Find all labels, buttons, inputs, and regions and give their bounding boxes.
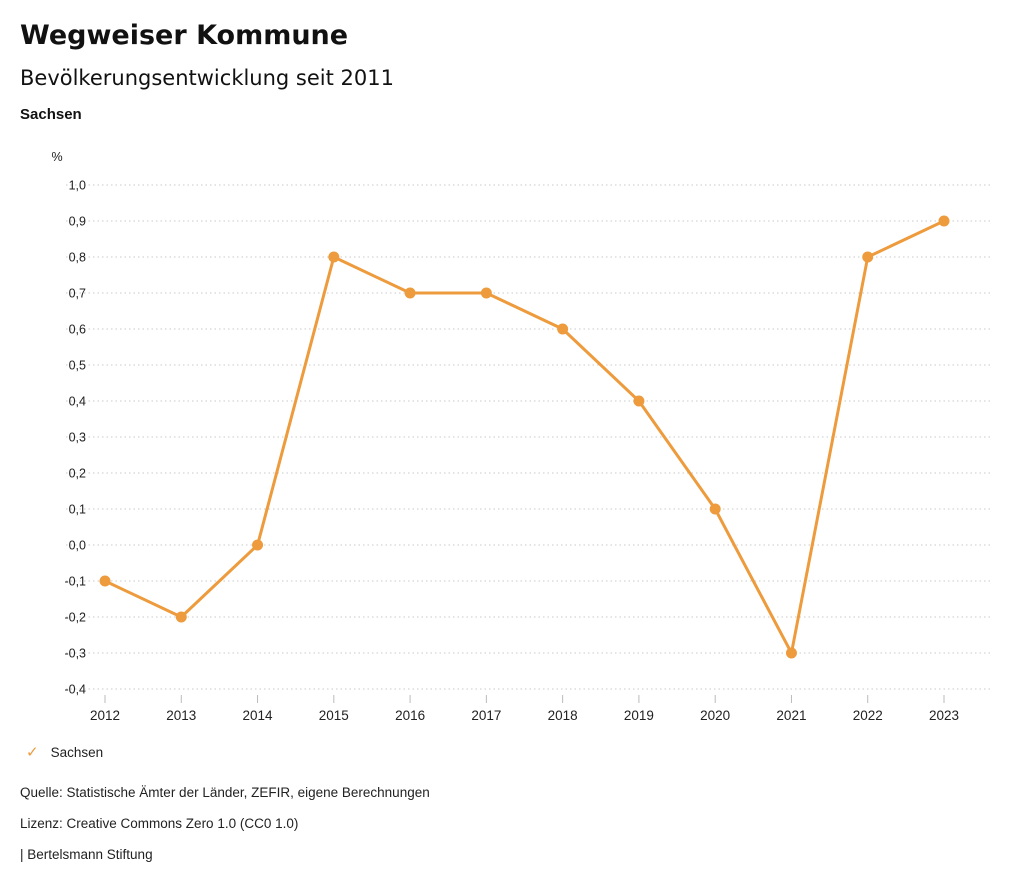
y-axis-tick-label: 0,3	[69, 431, 86, 445]
y-axis-tick-label: 0,8	[69, 251, 86, 265]
y-axis-tick-label: 0,4	[69, 395, 86, 409]
legend-item-label[interactable]: Sachsen	[50, 745, 104, 760]
data-point-2012[interactable]	[99, 575, 111, 587]
x-axis-tick-label: 2019	[624, 708, 654, 723]
y-axis-tick-label: 0,5	[69, 359, 86, 373]
data-point-2023[interactable]	[938, 215, 950, 227]
x-axis-tick-label: 2016	[395, 708, 425, 723]
x-axis-tick-label: 2020	[700, 708, 730, 723]
y-axis-tick-label: -0,3	[64, 647, 86, 661]
chart-subtitle: Bevölkerungsentwicklung seit 2011	[20, 66, 394, 90]
x-axis-tick-label: 2023	[929, 708, 959, 723]
series-line-sachsen	[103, 219, 946, 655]
data-point-2016[interactable]	[404, 287, 416, 299]
y-axis-tick-label: 1,0	[69, 179, 86, 193]
data-point-2013[interactable]	[175, 611, 187, 623]
y-axis-tick-label: 0,7	[69, 287, 86, 301]
y-axis-tick-label: 0,2	[69, 467, 86, 481]
y-axis-tick-label: 0,6	[69, 323, 86, 337]
data-point-2017[interactable]	[480, 287, 492, 299]
y-axis-tick-label: 0,1	[69, 503, 86, 517]
x-axis-tick-label: 2012	[90, 708, 120, 723]
x-axis-tick-label: 2015	[319, 708, 349, 723]
legend-checkmark-icon[interactable]: ✓	[26, 744, 39, 761]
data-point-2021[interactable]	[785, 647, 797, 659]
source-text: Quelle: Statistische Ämter der Länder, Z…	[20, 785, 430, 800]
data-point-2018[interactable]	[557, 323, 569, 335]
y-axis-tick-label: -0,2	[64, 611, 86, 625]
data-point-2022[interactable]	[862, 251, 874, 263]
legend[interactable]: ✓ Sachsen	[26, 745, 103, 760]
population-development-line-chart: % 1,0 0,9 0,8 0,7 0,6 0,5 0,4 0,3 0,2 0,1 0,0 -0,1 -0…	[51, 150, 990, 723]
y-axis-unit-label: %	[51, 150, 62, 164]
y-axis-tick-label: 0,0	[69, 539, 86, 553]
x-axis-tick-label: 2018	[548, 708, 578, 723]
y-axis-tick-label: 0,9	[69, 215, 86, 229]
data-point-2015[interactable]	[328, 251, 340, 263]
data-point-2019[interactable]	[633, 395, 645, 407]
data-point-2020[interactable]	[709, 503, 721, 515]
region-label: Sachsen	[20, 106, 82, 123]
x-axis-tick-label: 2017	[471, 708, 501, 723]
page-title: Wegweiser Kommune	[20, 20, 349, 51]
y-axis-tick-label: -0,4	[64, 683, 86, 697]
x-axis-tick-label: 2014	[243, 708, 274, 723]
x-axis-tick-label: 2021	[776, 708, 806, 723]
x-axis-tick-label: 2022	[853, 708, 883, 723]
attribution-text: | Bertelsmann Stiftung	[20, 847, 153, 862]
x-axis-tick-label: 2013	[166, 708, 196, 723]
y-axis-tick-label: -0,1	[64, 575, 86, 589]
license-text: Lizenz: Creative Commons Zero 1.0 (CC0 1…	[20, 816, 299, 831]
data-point-2014[interactable]	[252, 539, 264, 551]
